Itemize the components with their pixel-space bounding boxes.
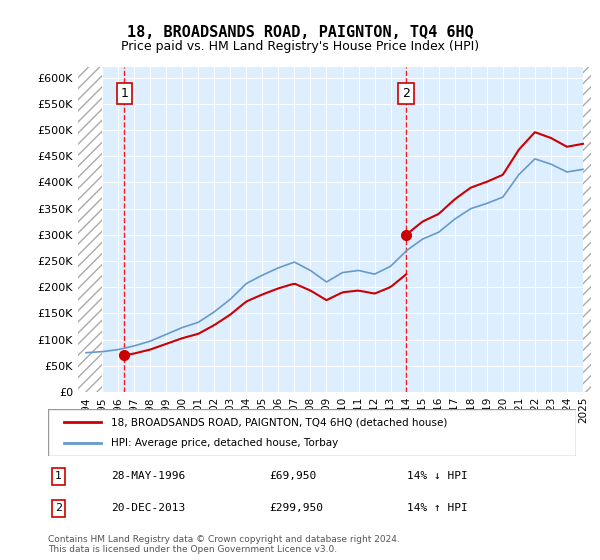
- Text: 1: 1: [121, 87, 128, 100]
- Text: 18, BROADSANDS ROAD, PAIGNTON, TQ4 6HQ: 18, BROADSANDS ROAD, PAIGNTON, TQ4 6HQ: [127, 25, 473, 40]
- Text: 2: 2: [402, 87, 410, 100]
- Text: 20-DEC-2013: 20-DEC-2013: [112, 503, 185, 514]
- Text: 14% ↑ HPI: 14% ↑ HPI: [407, 503, 468, 514]
- Text: Price paid vs. HM Land Registry's House Price Index (HPI): Price paid vs. HM Land Registry's House …: [121, 40, 479, 53]
- Bar: [583, 67, 591, 392]
- Text: 2: 2: [55, 503, 62, 514]
- Text: 18, BROADSANDS ROAD, PAIGNTON, TQ4 6HQ (detached house): 18, BROADSANDS ROAD, PAIGNTON, TQ4 6HQ (…: [112, 417, 448, 427]
- Text: 14% ↓ HPI: 14% ↓ HPI: [407, 471, 468, 481]
- Text: Contains HM Land Registry data © Crown copyright and database right 2024.
This d: Contains HM Land Registry data © Crown c…: [48, 535, 400, 554]
- Text: £299,950: £299,950: [270, 503, 324, 514]
- Text: 28-MAY-1996: 28-MAY-1996: [112, 471, 185, 481]
- Text: HPI: Average price, detached house, Torbay: HPI: Average price, detached house, Torb…: [112, 438, 338, 448]
- FancyBboxPatch shape: [48, 409, 576, 456]
- Text: £69,950: £69,950: [270, 471, 317, 481]
- Bar: [78, 67, 102, 392]
- Text: 1: 1: [55, 471, 62, 481]
